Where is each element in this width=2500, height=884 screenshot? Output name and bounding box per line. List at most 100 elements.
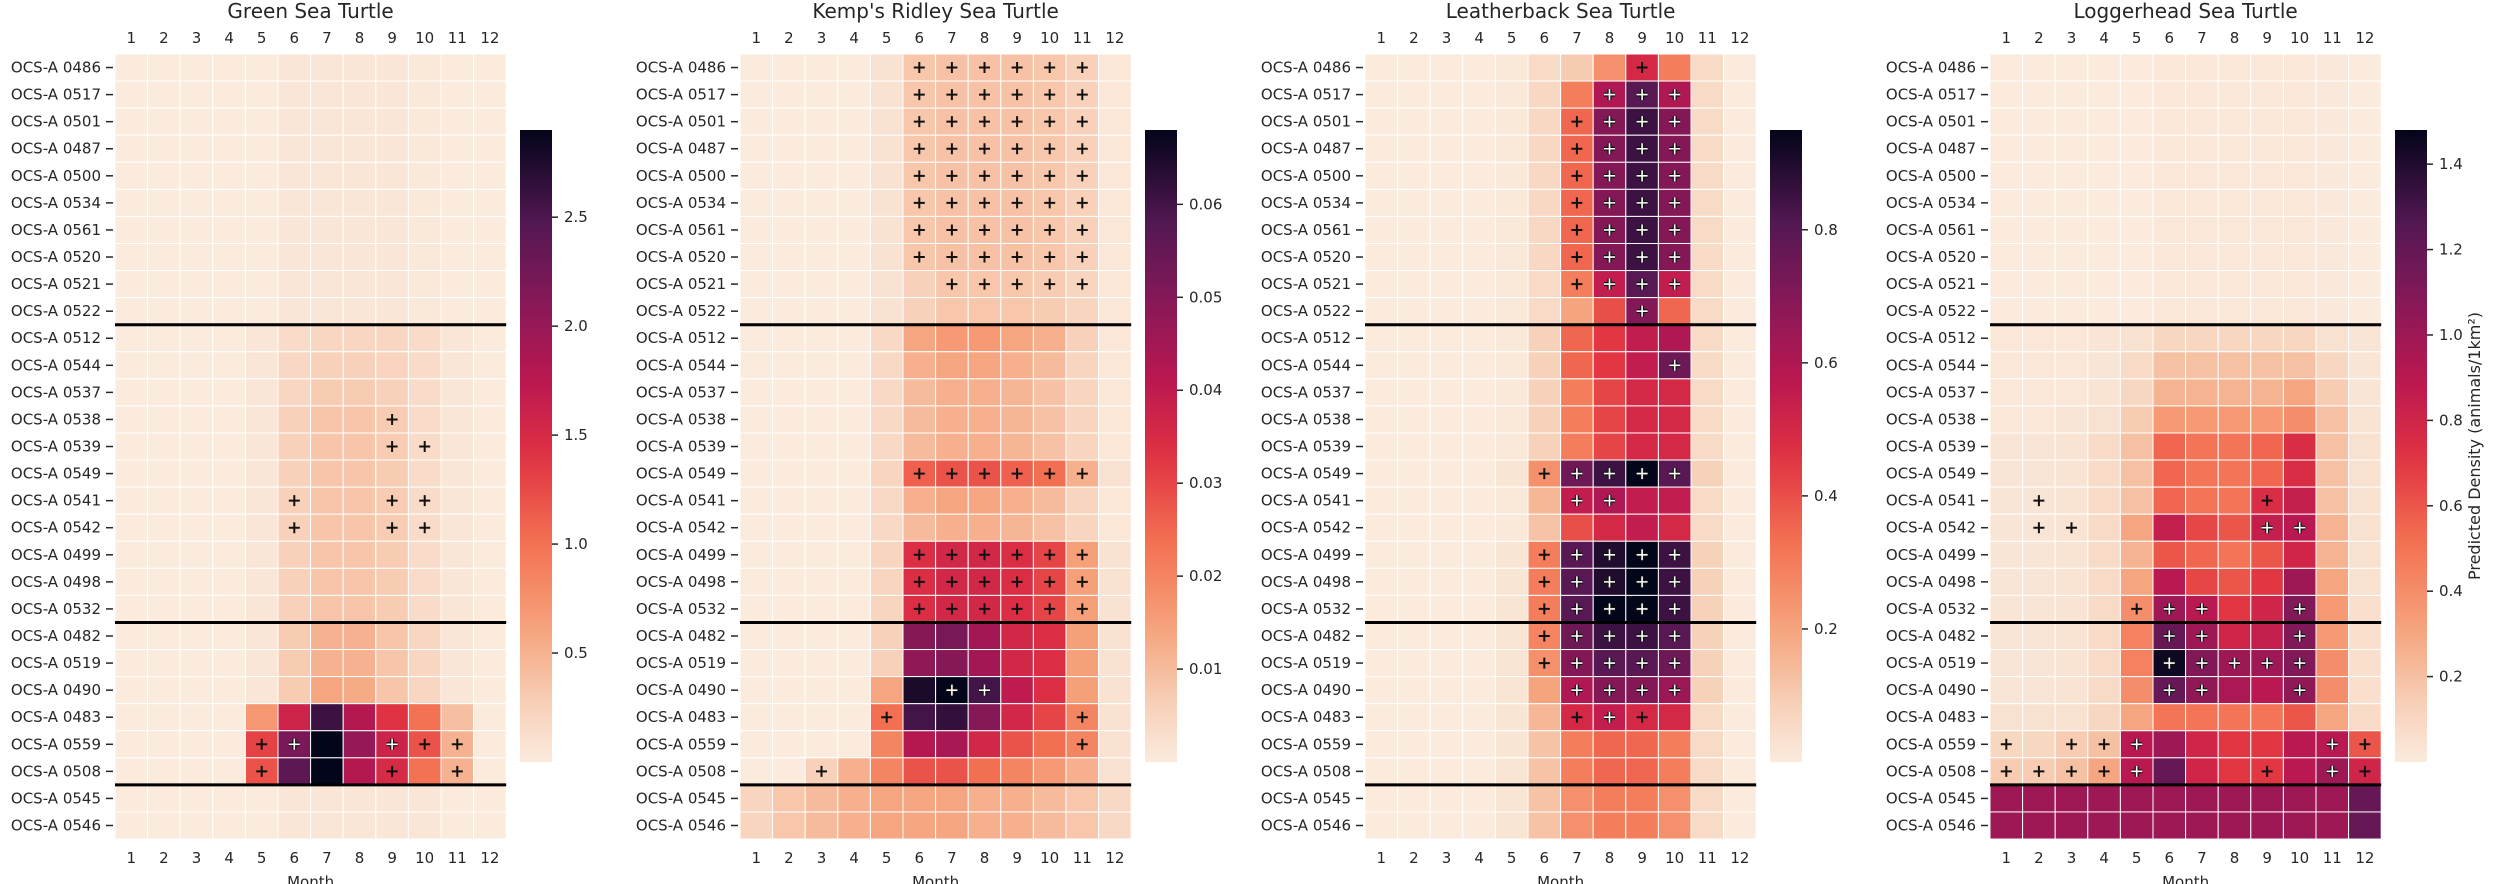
x-tick-label-bottom: 10 (2290, 849, 2309, 867)
heatmap-cell (147, 324, 181, 353)
heatmap-cell (1364, 270, 1399, 299)
heatmap-cell (1462, 567, 1496, 596)
x-tick-label-top: 8 (980, 29, 990, 47)
heatmap-cell (1527, 757, 1562, 786)
heatmap-cell (772, 107, 806, 136)
heatmap-cell (2087, 513, 2121, 542)
heatmap-cell (1723, 188, 1757, 217)
heatmap-cell (2152, 351, 2187, 380)
heatmap-cell (473, 459, 507, 488)
significance-mark-outline (979, 62, 990, 74)
heatmap-cell (407, 405, 442, 434)
heatmap-cell (2119, 432, 2154, 461)
heatmap-cell (147, 567, 181, 596)
significance-mark (2294, 522, 2306, 534)
significance-mark-outline (1571, 143, 1583, 155)
significance-mark (1636, 251, 1648, 263)
x-tick-label-top: 2 (784, 29, 794, 47)
significance-mark (1669, 468, 1681, 480)
heatmap-cell (1989, 486, 2024, 515)
heatmap-cell (2348, 513, 2382, 542)
heatmap-cell (1494, 242, 1529, 272)
heatmap-cell (1989, 270, 2024, 299)
heatmap-cell (342, 53, 377, 82)
heatmap-cell (1429, 730, 1464, 759)
heatmap-cell (1462, 513, 1496, 542)
heatmap-cell (1397, 351, 1431, 380)
heatmap-cell (2185, 784, 2219, 813)
heatmap-cell (342, 567, 377, 596)
heatmap-cell (244, 594, 279, 623)
heatmap-cell (1723, 811, 1757, 840)
heatmap-cell (1098, 730, 1132, 759)
heatmap-cell (772, 161, 806, 190)
heatmap-cell (1494, 594, 1529, 623)
heatmap-cell (772, 324, 806, 353)
heatmap-cell (375, 53, 409, 82)
heatmap-cell (1989, 405, 2024, 434)
significance-mark-outline (2000, 738, 2012, 750)
significance-mark-outline (979, 197, 990, 209)
heatmap-cell (2282, 459, 2317, 488)
significance-mark (1571, 495, 1583, 507)
heatmap-cell (2315, 215, 2350, 244)
y-tick-label: OCS-A 0508 (1886, 762, 1976, 780)
significance-mark (1636, 630, 1648, 642)
heatmap-cell (935, 703, 969, 732)
heatmap-cell (1397, 134, 1431, 163)
heatmap-cell (2185, 161, 2219, 190)
heatmap-cell (407, 161, 442, 190)
heatmap-cell (407, 53, 442, 82)
heatmap-cell (1000, 486, 1034, 515)
significance-mark-outline (979, 224, 990, 236)
heatmap-cell (114, 730, 149, 759)
heatmap-cell (375, 567, 409, 596)
heatmap-cell (804, 703, 839, 732)
heatmap-cell (1364, 540, 1399, 569)
x-tick-label-top: 10 (415, 29, 434, 47)
heatmap-cell (1462, 107, 1496, 136)
significance-mark-outline (1538, 657, 1550, 669)
heatmap-cell (869, 784, 904, 813)
heatmap-cell (2282, 215, 2317, 244)
heatmap-cell (1592, 811, 1627, 840)
heatmap-cell (1098, 757, 1132, 786)
heatmap-cell (114, 215, 149, 244)
x-tick-label-top: 7 (947, 29, 957, 47)
heatmap-cell (1364, 513, 1399, 542)
heatmap-cell (277, 784, 312, 813)
heatmap-cell (1397, 540, 1431, 569)
heatmap-cell (212, 351, 246, 380)
heatmap-cell (2250, 134, 2284, 163)
heatmap-cell (935, 378, 969, 407)
heatmap-cell (1494, 188, 1529, 217)
heatmap-cell (1527, 80, 1562, 109)
y-tick-label: OCS-A 0546 (636, 816, 726, 834)
heatmap-cell (342, 621, 377, 651)
significance-mark-outline (2359, 738, 2371, 750)
heatmap-cell (2087, 811, 2121, 840)
heatmap-cell (1429, 594, 1464, 623)
heatmap-cell (277, 649, 312, 678)
heatmap-cell (179, 594, 214, 623)
significance-mark-outline (2033, 765, 2045, 777)
heatmap-cell (473, 757, 507, 786)
heatmap-cell (1032, 486, 1067, 515)
significance-mark-outline (913, 89, 925, 101)
heatmap-cell (244, 540, 279, 569)
heatmap-cell (1989, 811, 2024, 840)
heatmap-cell (2250, 107, 2284, 136)
heatmap-cell (804, 513, 839, 542)
heatmap-cell (1462, 134, 1496, 163)
heatmap-cell (1462, 215, 1496, 244)
significance-mark-outline (2098, 765, 2110, 777)
heatmap-cell (2282, 161, 2317, 190)
heatmap-cell (342, 134, 377, 163)
heatmap-cell (2087, 703, 2121, 732)
heatmap-cell (1527, 53, 1562, 82)
heatmap-cell (473, 134, 507, 163)
heatmap-cell (310, 297, 344, 326)
heatmap-cell (772, 486, 806, 515)
significance-mark (1636, 684, 1648, 696)
